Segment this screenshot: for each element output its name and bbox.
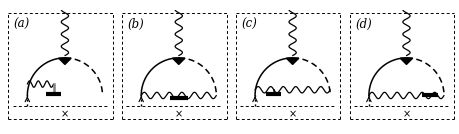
Polygon shape: [286, 58, 298, 64]
Text: (a): (a): [14, 18, 30, 31]
Text: $\times$: $\times$: [288, 109, 297, 119]
Polygon shape: [59, 58, 71, 64]
Text: (b): (b): [127, 18, 144, 31]
Text: $\times$: $\times$: [61, 109, 69, 119]
Text: (d): (d): [354, 18, 371, 31]
Text: $\times$: $\times$: [401, 109, 410, 119]
Text: $\times$: $\times$: [174, 109, 183, 119]
Polygon shape: [172, 58, 185, 64]
Text: (c): (c): [241, 18, 257, 31]
Polygon shape: [399, 58, 412, 64]
